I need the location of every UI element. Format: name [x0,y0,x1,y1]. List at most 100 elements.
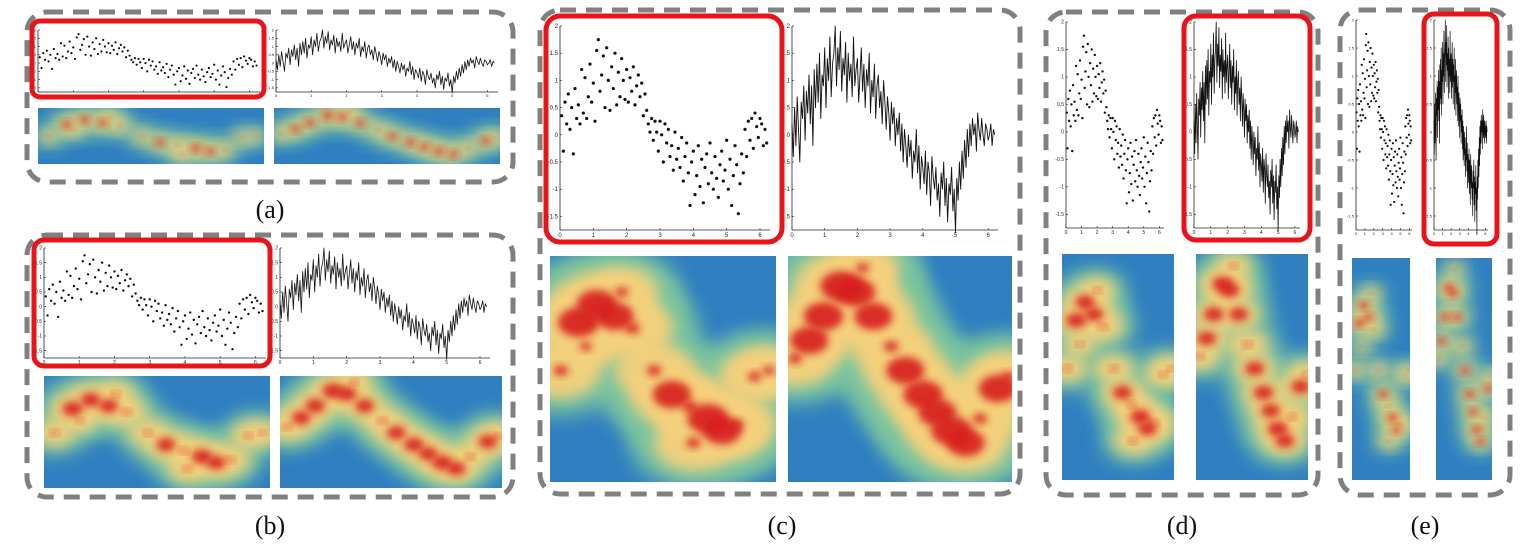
c-scatter-y-tick-label-0: -1.5 [548,214,559,220]
d-line-y-tick-label-0: -1.5 [1183,212,1192,218]
e-right-heat-blob-2-15 [1453,268,1457,271]
c-scatter-point-17 [588,62,592,66]
c-line-y-tick-label-4: 0.5 [782,106,791,112]
c-scatter-x-tick-label-3: 3 [658,233,662,239]
d-scatter-point-65 [1116,152,1119,156]
b-right-heatmap-blobs [280,376,502,488]
e-scatter-point-15 [1362,114,1365,117]
a-scatter-point-30 [91,41,94,44]
e-scatter-y-tick-label-4: 0.5 [1348,101,1354,106]
a-scatter-point-29 [89,54,92,57]
e-scatter-point-38 [1372,94,1375,97]
b-right-heat-blob-2-4 [337,386,357,401]
d-scatter-point-108 [1149,149,1152,153]
e-left-heat-blob-2-5 [1376,369,1381,372]
e-scatter-point-2 [1356,97,1359,100]
e-line-y-tick-label-3: 0 [1430,129,1433,134]
e-line-y-tick-label-7: 2 [1430,17,1433,22]
d-left-heat-blob-2-14 [1094,287,1101,293]
b-scatter-point-58 [146,314,150,317]
d-scatter-point-7 [1071,149,1074,153]
e-scatter-point-47 [1376,91,1379,94]
c-scatter-point-48 [640,81,644,85]
b-scatter-point-8 [58,280,62,283]
c-line-plot: 0 1 2 3 4 5 6 -1.5 -1 -0.5 0 0.5 1 1.5 2 [780,24,998,239]
a-line-y-tick-label-4: 0.5 [268,52,274,57]
b-scatter-point-44 [122,289,125,292]
d-scatter-point-117 [1156,122,1159,125]
c-scatter-point-19 [591,81,595,85]
c-scatter-point-65 [668,154,672,159]
c-scatter-point-120 [760,122,764,126]
c-scatter-point-40 [626,100,630,104]
a-scatter-point-119 [248,57,251,60]
b-right-heat-blob-2-13 [478,434,498,449]
panel-e-border [1337,7,1513,498]
e-scatter-point-113 [1405,136,1408,139]
b-scatter-x-tick-label-2: 2 [113,360,116,366]
c-left-heat-blob-2-5 [646,365,662,376]
a-left-heat-blob-2-8 [190,144,201,152]
d-scatter-point-110 [1151,125,1154,128]
a-scatter-point-7 [50,67,54,70]
e-scatter-point-42 [1374,86,1377,89]
d-scatter-point-123 [1161,138,1164,142]
b-left-heat-blob-2-4 [122,409,131,415]
e-scatter-point-8 [1358,83,1362,86]
d-line-x-tick-label-1: 1 [1209,230,1212,236]
b-scatter-point-25 [88,262,92,266]
d-left-heat-blob-2-8 [1129,409,1151,425]
c-scatter-point-84 [700,157,704,161]
e-scatter-point-50 [1377,88,1380,92]
b-left-heat-blob-2-6 [156,437,176,452]
d-scatter-point-94 [1138,193,1142,197]
e-line-y-tick-label-0: -1.5 [1425,213,1433,218]
e-scatter-point-36 [1371,52,1374,55]
a-scatter-point-109 [230,73,233,76]
d-line-series [1193,21,1299,232]
c-right-heat-blob-2-1 [790,326,829,354]
panel-c-border [537,7,1023,497]
d-scatter-point-5 [1069,125,1072,128]
b-right-heat-blob-2-0 [283,424,291,430]
a-right-heat-blob-2-15 [347,109,351,113]
a-scatter-point-16 [66,50,70,53]
e-scatter-point-119 [1408,114,1411,117]
c-scatter-point-49 [641,114,645,118]
b-scatter-point-64 [157,302,160,305]
a-line-y-tick-label-5: 1 [272,44,275,49]
a-scatter-point-51 [128,54,131,57]
a-scatter-point-52 [130,58,133,61]
e-scatter-point-54 [1379,114,1382,117]
e-scatter-point-57 [1380,128,1383,131]
c-line-y-tick-label-0: -1.5 [780,214,791,220]
b-left-heat-blob-2-5 [144,430,152,436]
e-right-heat-blob-2-2 [1439,313,1450,321]
a-scatter-point-80 [179,80,182,83]
c-right-heat-blob-2-7 [886,356,925,385]
b-scatter-point-38 [111,286,114,289]
b-scatter-y-tick-label-6: 1.5 [35,260,42,266]
a-right-heat-blob-2-8 [405,138,416,146]
e-left-heat-blob-2-4 [1371,327,1376,331]
e-scatter-point-17 [1362,58,1366,61]
d-scatter-y-tick-label-2: -0.5 [1055,157,1064,163]
d-left-heat-blob-1-12 [1153,356,1174,381]
c-scatter-point-79 [691,149,695,153]
c-scatter-point-46 [636,73,640,77]
c-scatter-point-110 [743,127,747,131]
d-scatter-x-tick-label-3: 3 [1111,230,1114,236]
d-scatter-point-104 [1146,141,1149,145]
d-scatter-point-22 [1082,34,1086,37]
a-scatter-point-2 [42,52,45,55]
b-line-x-tick-label-6: 6 [479,360,482,366]
e-scatter-point-29 [1368,105,1371,108]
b-scatter-point-111 [240,317,243,320]
c-line-y-tick-label-1: -1 [785,187,791,193]
b-scatter-point-53 [137,304,141,307]
e-line-plot: 0 1 2 3 4 5 6-1.5-1-0.500.511.52 [1425,17,1488,236]
d-scatter-point-111 [1151,152,1155,156]
d-right-heat-blob-2-11 [1275,434,1295,448]
c-scatter-point-27 [605,46,609,50]
